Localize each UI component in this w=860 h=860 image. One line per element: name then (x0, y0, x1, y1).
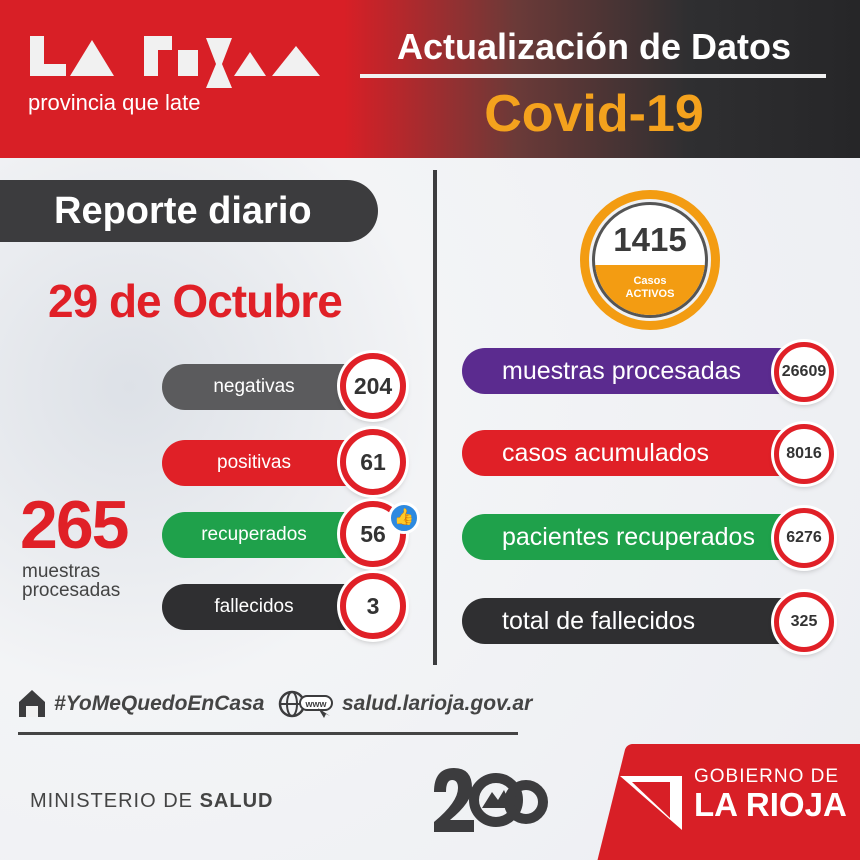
web-icon-text: www (304, 699, 327, 709)
active-cases-label: Casos ACTIVOS (595, 275, 705, 301)
summary-label: pacientes recuperados (462, 514, 802, 560)
stat-label: positivas (162, 440, 372, 486)
government-line1: GOBIERNO DE (694, 766, 840, 787)
website-link[interactable]: salud.larioja.gov.ar (342, 692, 533, 715)
summary-label: total de fallecidos (462, 598, 802, 644)
header-divider (360, 74, 826, 78)
la-rioja-logo (30, 36, 320, 88)
summary-value: 325 (774, 592, 834, 652)
header-banner: provincia que late Actualización de Dato… (0, 0, 860, 158)
la-rioja-emblem-icon (620, 776, 682, 830)
update-title: Actualización de Datos (396, 26, 792, 67)
stat-value: 204 (340, 353, 406, 419)
active-cases-badge: 1415 Casos ACTIVOS (592, 202, 708, 318)
summary-value: 6276 (774, 508, 834, 568)
summary-value: 8016 (774, 424, 834, 484)
report-title: Reporte diario (0, 180, 378, 242)
total-samples-label-line1: muestras (22, 561, 101, 582)
stat-label: negativas (162, 364, 372, 410)
total-samples-value: 265 (20, 487, 129, 563)
column-divider (433, 170, 437, 665)
government-line2: LA RIOJA (694, 786, 847, 823)
home-icon (19, 690, 45, 717)
stat-label: fallecidos (162, 584, 372, 630)
active-cases-fill (595, 265, 705, 315)
ministry-prefix: MINISTERIO DE (30, 790, 200, 812)
footer-divider (18, 732, 518, 735)
hashtag: #YoMeQuedoEnCasa (54, 692, 265, 715)
total-samples-label: muestras procesadas (22, 562, 120, 600)
globe-web-icon: www (278, 690, 333, 718)
covid-title: Covid-19 (484, 85, 704, 143)
logo-tagline: provincia que late (28, 90, 201, 115)
active-cases-label-line2: ACTIVOS (625, 288, 675, 300)
active-cases-value: 1415 (613, 221, 687, 258)
active-cases-label-line1: Casos (633, 275, 667, 287)
stat-label: recuperados (162, 512, 372, 558)
summary-label: casos acumulados (462, 430, 802, 476)
thumbs-up-icon: 👍 (388, 502, 420, 534)
summary-value: 26609 (774, 342, 834, 402)
stat-value: 61 (340, 429, 406, 495)
report-date: 29 de Octubre (48, 275, 343, 327)
bicentenary-logo (434, 768, 548, 832)
stat-value: 3 (340, 573, 406, 639)
ministry-bold: SALUD (199, 790, 274, 812)
summary-label: muestras procesadas (462, 348, 802, 394)
ministry-label: MINISTERIO DE SALUD (30, 790, 273, 813)
active-cases-ring (580, 190, 720, 330)
total-samples-label-line2: procesadas (22, 580, 121, 601)
